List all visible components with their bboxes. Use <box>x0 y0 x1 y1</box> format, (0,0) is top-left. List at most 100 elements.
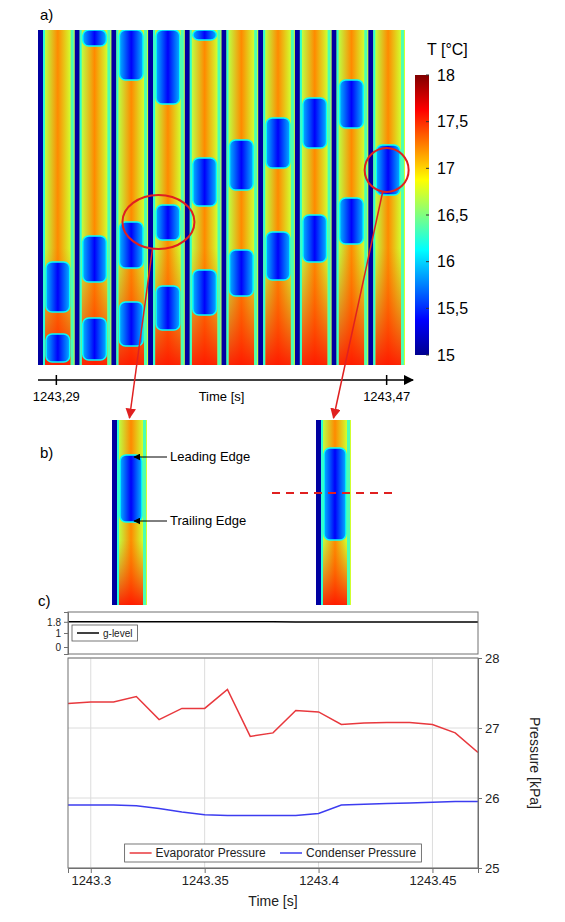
legend-box <box>72 625 137 641</box>
colorbar-tick-label: 15,5 <box>437 300 468 317</box>
vapor-slug <box>193 270 217 315</box>
y-tick-label: 0 <box>55 642 61 653</box>
x-tick: 1243.4 <box>299 868 339 888</box>
legend-item: Condenser Pressure <box>280 846 416 860</box>
zoom-crops <box>112 420 351 605</box>
colorbar-tick-label: 17,5 <box>437 113 468 130</box>
colorbar-tick <box>426 261 429 262</box>
strip-core <box>192 30 218 365</box>
strip-bg <box>75 30 112 365</box>
data-line <box>68 802 478 816</box>
x-tick: 1243.3 <box>71 868 111 888</box>
strip-core <box>265 30 291 365</box>
vapor-slug <box>340 198 364 244</box>
strip-edge <box>364 30 367 365</box>
highlight-circle <box>365 148 409 192</box>
strip-bg <box>112 420 147 605</box>
strip-core <box>155 30 181 365</box>
legend-item: Evaporator Pressure <box>130 846 266 860</box>
y-tick-label: 26 <box>485 791 499 806</box>
y-tick: 26 <box>478 791 499 806</box>
y-axis-line <box>64 613 69 655</box>
vapor-slug <box>376 145 400 195</box>
annotation: Trailing Edge <box>170 513 246 528</box>
y-axis: 011.8 <box>47 613 68 655</box>
strip-edge <box>227 30 229 365</box>
vapor-slug <box>193 158 217 206</box>
strip-bg <box>222 30 259 365</box>
grid-line <box>68 728 478 729</box>
strip-core <box>119 420 143 605</box>
strip-bg <box>332 30 369 365</box>
legend-swatch <box>280 852 302 854</box>
strip-warm <box>339 248 365 365</box>
strip-edge <box>347 420 350 605</box>
plot-data <box>68 690 478 816</box>
vapor-slug <box>230 140 254 190</box>
strip-wall <box>368 30 373 365</box>
strip-wall <box>332 30 337 365</box>
x-tick-label: 1243.45 <box>409 873 456 888</box>
strip-core <box>302 30 328 365</box>
grid-line <box>318 658 319 868</box>
legend-box <box>125 844 422 862</box>
strip-bg <box>185 30 222 365</box>
y-tick: 0 <box>55 642 68 653</box>
colorbar-tick <box>426 168 429 169</box>
chart: 011.8g-level <box>47 612 478 655</box>
vapor-slug <box>120 455 142 522</box>
strip-edge <box>71 30 74 365</box>
legend-swatch <box>77 632 99 634</box>
y-tick: 27 <box>478 721 499 736</box>
panel-label: b) <box>40 444 53 461</box>
strip-edge <box>107 30 110 365</box>
y-tick-label: 1.8 <box>47 617 61 628</box>
figure: a)1515,51616,51717,518T [°C]1243,291243,… <box>0 0 565 922</box>
strip-edge <box>401 30 404 365</box>
strip-edge <box>43 30 45 365</box>
x-tick-label: 1243.35 <box>182 873 229 888</box>
vapor-slug <box>119 30 143 80</box>
time-tick-label: 1243,29 <box>33 389 80 404</box>
strip-wall <box>75 30 80 365</box>
y-axis-line <box>479 659 483 869</box>
legend-label: Evaporator Pressure <box>156 846 266 860</box>
legend-label: Condenser Pressure <box>306 846 416 860</box>
y-tick-mark <box>478 798 482 799</box>
strip-edge <box>300 30 302 365</box>
strip-core <box>229 30 255 365</box>
strip-warm <box>375 248 401 365</box>
strip-bg <box>258 30 295 365</box>
strip-bg <box>316 420 351 605</box>
vapor-slug <box>303 215 327 262</box>
y-tick-mark <box>64 647 68 648</box>
vapor-slug <box>193 30 217 40</box>
time-tick <box>386 375 388 385</box>
strip-wall <box>222 30 227 365</box>
strip-edge <box>337 30 339 365</box>
strip-warm <box>192 248 218 365</box>
highlight-circle <box>122 195 194 249</box>
strip-core <box>339 30 365 365</box>
colorbar-tick-label: 16,5 <box>437 207 468 224</box>
time-tick <box>56 375 58 385</box>
strip-core <box>118 30 144 365</box>
time-arrow <box>38 379 413 381</box>
panel-label: a) <box>40 6 53 23</box>
time-axis-title: Time [s] <box>199 389 245 404</box>
strip-edge <box>263 30 265 365</box>
legend-swatch <box>130 852 152 854</box>
legend: g-level <box>72 625 137 641</box>
strip-warm <box>155 248 181 365</box>
zoom-arrow <box>130 249 153 418</box>
strip-warm <box>229 248 255 365</box>
vapor-slug <box>46 262 70 312</box>
annotation-arrow <box>134 457 167 458</box>
thermal-image <box>38 30 405 365</box>
strip-edge <box>143 420 146 605</box>
y-axis-title: Pressure [kPa] <box>527 717 543 809</box>
y-tick-mark <box>64 633 68 634</box>
plot-background <box>68 658 478 868</box>
colorbar-tick-label: 17 <box>437 160 455 177</box>
strip-core <box>45 30 71 365</box>
